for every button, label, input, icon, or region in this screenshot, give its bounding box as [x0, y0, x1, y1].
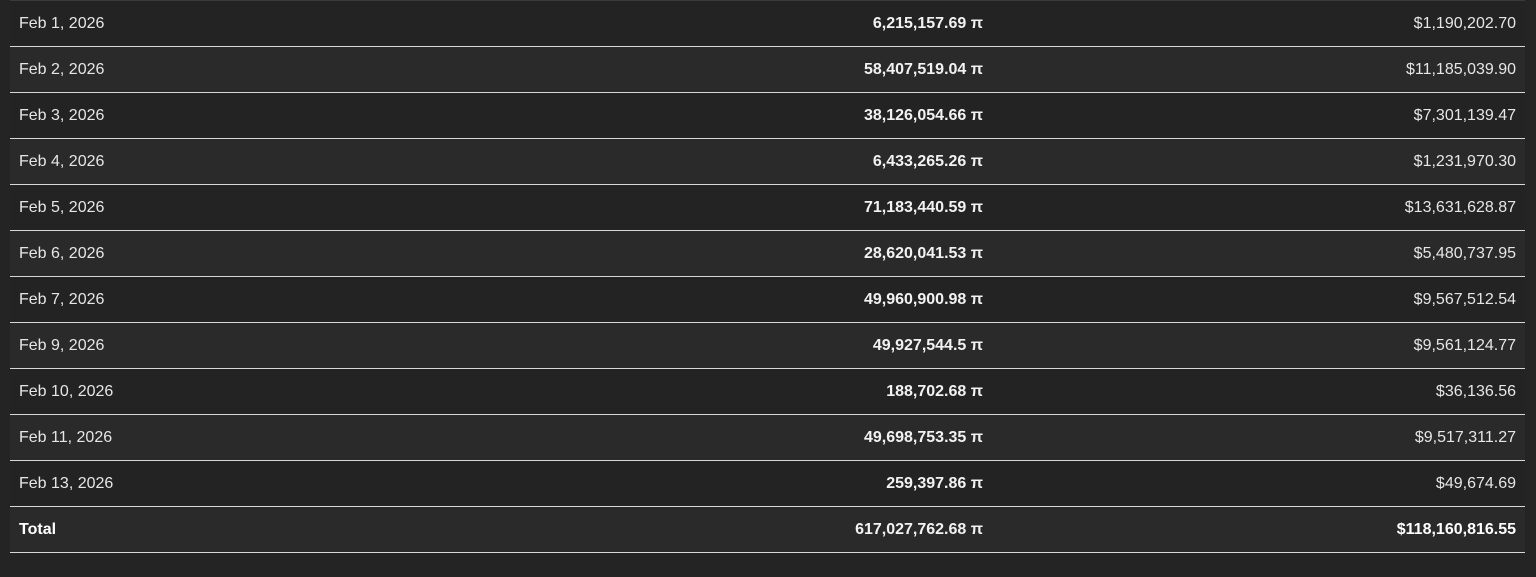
pi-amount-cell: 71,183,440.59 π: [863, 199, 983, 216]
date-cell: Feb 1, 2026: [19, 15, 105, 32]
table-row: Feb 5, 2026 71,183,440.59 π $13,631,628.…: [10, 184, 1525, 230]
usd-amount-cell: $49,674.69: [1435, 475, 1516, 492]
table-row: Feb 4, 2026 6,433,265.26 π $1,231,970.30: [10, 138, 1525, 184]
date-cell: Feb 6, 2026: [19, 245, 105, 262]
pi-amount-cell: 6,433,265.26 π: [872, 153, 983, 170]
table-row: Feb 13, 2026 259,397.86 π $49,674.69: [10, 460, 1525, 506]
usd-amount-cell: $13,631,628.87: [1404, 199, 1516, 216]
table-row: Feb 10, 2026 188,702.68 π $36,136.56: [10, 368, 1525, 414]
usd-amount-cell: $9,561,124.77: [1413, 337, 1516, 354]
pi-amount-cell: 259,397.86 π: [886, 475, 983, 492]
date-cell: Feb 10, 2026: [19, 383, 114, 400]
table-row: Feb 6, 2026 28,620,041.53 π $5,480,737.9…: [10, 230, 1525, 276]
transactions-table: Feb 1, 2026 6,215,157.69 π $1,190,202.70…: [10, 0, 1525, 553]
usd-amount-cell: $11,185,039.90: [1405, 61, 1516, 78]
table-row: Feb 11, 2026 49,698,753.35 π $9,517,311.…: [10, 414, 1525, 460]
pi-amount-cell: 188,702.68 π: [886, 383, 983, 400]
date-cell: Feb 5, 2026: [19, 199, 105, 216]
table-row: Feb 7, 2026 49,960,900.98 π $9,567,512.5…: [10, 276, 1525, 322]
usd-amount-cell: $7,301,139.47: [1413, 107, 1516, 124]
pi-amount-cell: 38,126,054.66 π: [863, 107, 983, 124]
date-cell: Feb 4, 2026: [19, 153, 105, 170]
total-label: Total: [19, 521, 57, 538]
table-row: Feb 9, 2026 49,927,544.5 π $9,561,124.77: [10, 322, 1525, 368]
pi-amount-cell: 49,960,900.98 π: [863, 291, 983, 308]
date-cell: Feb 11, 2026: [19, 429, 113, 446]
table-row: Feb 2, 2026 58,407,519.04 π $11,185,039.…: [10, 46, 1525, 92]
pi-amount-cell: 28,620,041.53 π: [863, 245, 983, 262]
usd-amount-cell: $36,136.56: [1435, 383, 1516, 400]
usd-amount-cell: $9,517,311.27: [1414, 429, 1516, 446]
pi-amount-cell: 49,698,753.35 π: [863, 429, 983, 446]
pi-amount-cell: 49,927,544.5 π: [872, 337, 983, 354]
date-cell: Feb 7, 2026: [19, 291, 105, 308]
usd-amount-cell: $9,567,512.54: [1413, 291, 1516, 308]
date-cell: Feb 3, 2026: [19, 107, 105, 124]
date-cell: Feb 2, 2026: [19, 61, 105, 78]
usd-amount-cell: $5,480,737.95: [1413, 245, 1516, 262]
table-row: Feb 3, 2026 38,126,054.66 π $7,301,139.4…: [10, 92, 1525, 138]
usd-amount-cell: $1,190,202.70: [1413, 15, 1516, 32]
total-row: Total 617,027,762.68 π $118,160,816.55: [10, 506, 1525, 553]
table-row: Feb 1, 2026 6,215,157.69 π $1,190,202.70: [10, 0, 1525, 46]
total-usd-amount: $118,160,816.55: [1396, 521, 1516, 538]
usd-amount-cell: $1,231,970.30: [1413, 153, 1516, 170]
date-cell: Feb 9, 2026: [19, 337, 105, 354]
pi-amount-cell: 58,407,519.04 π: [863, 61, 983, 78]
pi-amount-cell: 6,215,157.69 π: [872, 15, 983, 32]
total-pi-amount: 617,027,762.68 π: [855, 521, 983, 538]
date-cell: Feb 13, 2026: [19, 475, 114, 492]
